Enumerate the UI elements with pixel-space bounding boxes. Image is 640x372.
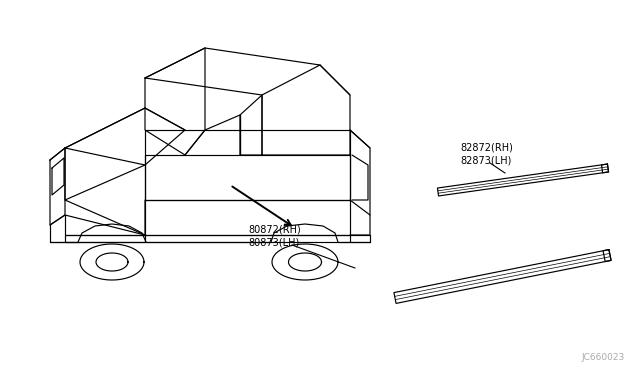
Text: JC660023: JC660023	[582, 353, 625, 362]
Text: 80872(RH)
80873(LH): 80872(RH) 80873(LH)	[248, 225, 301, 247]
Text: 82872(RH)
82873(LH): 82872(RH) 82873(LH)	[460, 143, 513, 166]
